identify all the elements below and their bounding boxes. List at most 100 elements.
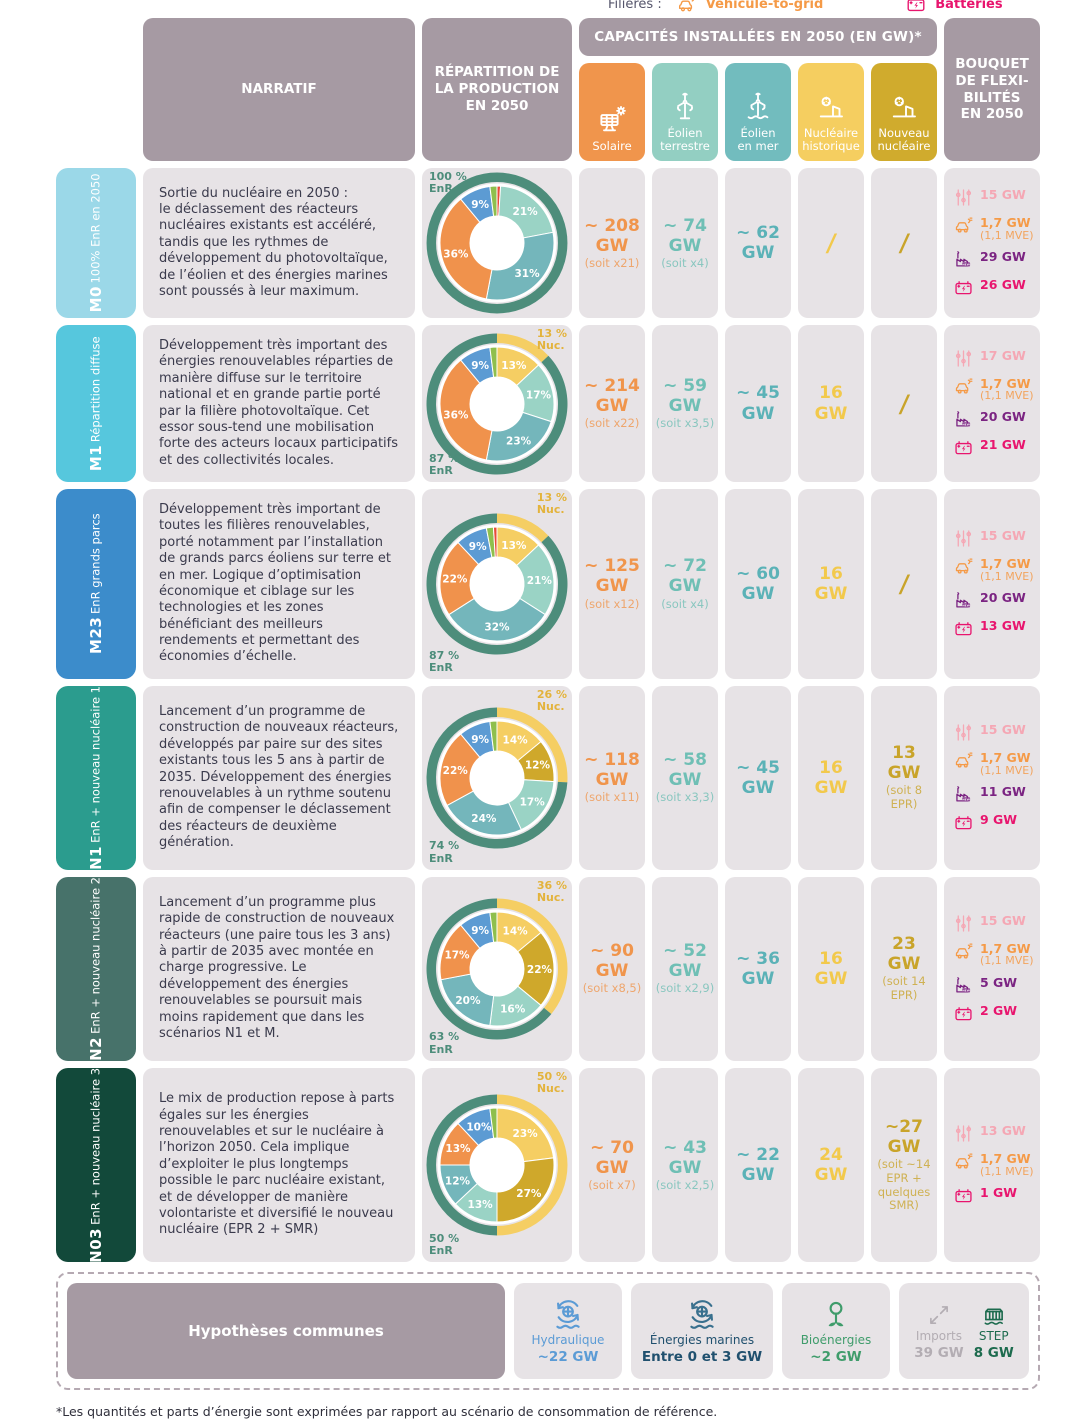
- capacity-note: (soit x22): [584, 416, 640, 431]
- svg-text:NEW: NEW: [962, 988, 970, 992]
- capacity-eolien-terrestre: ~ 72 GW (soit x4): [652, 489, 718, 679]
- battery-icon: [953, 812, 974, 833]
- header-capacites: CAPACITÉS INSTALLÉES EN 2050 (EN GW)*: [579, 18, 937, 56]
- flexibility-item: 1,7 GW (1,1 MVE): [953, 216, 1034, 242]
- production-donut-chart: 13% 21% 32% 22% 9%: [426, 513, 568, 655]
- svg-text:22%: 22%: [527, 963, 553, 975]
- nuclear-share-label: 13 % Nuc.: [536, 327, 567, 353]
- flexibility-bouquet: 15 GW 1,7 GW (1,1 MVE) NEW 20 GW 13 GW: [944, 489, 1040, 679]
- narrative-text: Lancement d’un programme plus rapide de …: [143, 876, 415, 1061]
- nuclear-plant-icon: [889, 92, 919, 122]
- svg-text:NEW: NEW: [962, 797, 970, 801]
- flexibility-note: (1,1 MVE): [980, 569, 1034, 583]
- capacity-nouveau-nucleaire: /: [871, 489, 937, 679]
- legend-v2g-label: Véhicule-to-grid: [705, 0, 824, 12]
- flexibility-value: 11 GW: [980, 783, 1026, 799]
- factory-new-icon: NEW: [953, 590, 974, 611]
- v2g-car-icon: [953, 750, 974, 771]
- hydraulique-label: Hydraulique: [531, 1332, 605, 1347]
- hypotheses-communes-section: Hypothèses communes Hydraulique ~22 GW É…: [56, 1272, 1040, 1391]
- flexibility-note: (1,1 MVE): [980, 763, 1034, 777]
- capacity-eolien-mer: ~ 45 GW: [725, 685, 791, 870]
- offshore-wind-icon: [743, 92, 773, 122]
- flexibility-value: 29 GW: [980, 248, 1026, 264]
- flexibility-item: 15 GW: [953, 188, 1034, 208]
- column-label: Éolien terrestre: [660, 125, 710, 153]
- capacity-nucleaire-historique: 16 GW: [798, 325, 864, 482]
- svg-text:32%: 32%: [484, 621, 510, 633]
- hypothese-imports: Imports 39 GW: [914, 1302, 964, 1361]
- svg-text:NEW: NEW: [962, 423, 970, 427]
- scenario-code: N03: [87, 1227, 105, 1263]
- sliders-icon: [953, 1123, 974, 1144]
- capacity-eolien-mer: ~ 60 GW: [725, 489, 791, 679]
- svg-text:23%: 23%: [513, 1128, 539, 1140]
- flexibility-value: 1 GW: [980, 1184, 1018, 1200]
- enr-share-label: 74 % EnR: [429, 839, 460, 865]
- capacity-eolien-mer: ~ 62 GW: [725, 168, 791, 318]
- column-header-nouveau-nucleaire: Nouveau nucléaire: [871, 63, 937, 161]
- flexibility-item: 1,7 GW (1,1 MVE): [953, 1152, 1034, 1178]
- flexibility-value: 20 GW: [980, 409, 1026, 425]
- capacity-value: 16 GW: [814, 383, 848, 424]
- flexibility-item: 15 GW: [953, 723, 1034, 743]
- capacity-nouveau-nucleaire: /: [871, 168, 937, 318]
- svg-text:13%: 13%: [468, 1199, 494, 1211]
- column-label: Éolien en mer: [737, 125, 779, 153]
- flexibility-bouquet: 17 GW 1,7 GW (1,1 MVE) NEW 20 GW 21 GW: [944, 325, 1040, 482]
- bioenergies-label: Bioénergies: [800, 1332, 872, 1347]
- capacity-value: ~ 43 GW: [663, 1137, 707, 1178]
- factory-new-icon: NEW: [953, 975, 974, 996]
- capacity-nucleaire-historique: 24 GW: [798, 1067, 864, 1263]
- marines-value: Entre 0 et 3 GW: [641, 1349, 763, 1366]
- sliders-icon: [953, 187, 974, 208]
- capacity-note: (soit 14 EPR): [882, 974, 926, 1003]
- capacity-note: (soit x2,9): [655, 981, 715, 996]
- wind-turbine-icon: [670, 92, 700, 122]
- enr-share-label: 87 % EnR: [429, 648, 460, 674]
- capacity-nouveau-nucleaire: 13 GW (soit 8 EPR): [871, 685, 937, 870]
- column-label: Nouveau nucléaire: [877, 125, 931, 153]
- flexibility-item: 1,7 GW (1,1 MVE): [953, 557, 1034, 583]
- scenario-subtitle: EnR + nouveau nucléaire 1: [88, 685, 103, 843]
- battery-icon: [953, 1003, 974, 1024]
- svg-text:22%: 22%: [443, 765, 469, 777]
- flexibility-note: (1,1 MVE): [980, 954, 1034, 968]
- column-header-eolien-mer: Éolien en mer: [725, 63, 791, 161]
- capacity-solaire: ~ 125 GW (soit x12): [579, 489, 645, 679]
- narrative-text: Lancement d’un programme de construction…: [143, 685, 415, 870]
- hypothese-energies-marines: Énergies marines Entre 0 et 3 GW: [631, 1283, 773, 1380]
- flexibility-value: 15 GW: [980, 912, 1026, 928]
- flexibility-item: 1,7 GW (1,1 MVE): [953, 941, 1034, 968]
- capacity-note: (soit ~14 EPR + quelques SMR): [877, 1156, 931, 1213]
- svg-text:16%: 16%: [500, 1003, 526, 1015]
- capacity-value: 13 GW: [887, 743, 921, 784]
- capacity-note: (soit x11): [584, 790, 640, 805]
- capacity-value: ~ 36 GW: [736, 948, 780, 989]
- svg-text:NEW: NEW: [962, 262, 970, 266]
- flexibility-value: 15 GW: [980, 187, 1026, 203]
- factory-new-icon: NEW: [953, 249, 974, 270]
- marine-energy-icon: [685, 1298, 719, 1332]
- v2g-car-icon: [953, 215, 974, 236]
- scenario-subtitle: EnR + nouveau nucléaire 3: [88, 1067, 103, 1225]
- svg-text:9%: 9%: [469, 541, 487, 553]
- flexibility-value: 1,7 GW: [980, 215, 1031, 231]
- svg-text:23%: 23%: [506, 435, 532, 447]
- scenario-subtitle: 100% EnR en 2050: [88, 173, 103, 284]
- svg-text:31%: 31%: [514, 268, 540, 280]
- sliders-icon: [953, 913, 974, 934]
- production-donut: 21% 31% 36% 9% 100 % EnR: [422, 168, 572, 318]
- enr-share-label: 50 % EnR: [429, 1232, 460, 1258]
- flexibility-value: 5 GW: [980, 974, 1018, 990]
- svg-text:27%: 27%: [516, 1188, 542, 1200]
- legend-batteries-label: Batteries: [935, 0, 1003, 12]
- sliders-icon: [953, 722, 974, 743]
- svg-text:20%: 20%: [455, 994, 481, 1006]
- column-label: Solaire: [592, 138, 632, 153]
- capacity-nouveau-nucleaire: /: [871, 325, 937, 482]
- flexibility-value: 13 GW: [980, 617, 1026, 633]
- svg-text:12%: 12%: [445, 1175, 471, 1187]
- battery-icon: [953, 1185, 974, 1206]
- flexibility-bouquet: 13 GW 1,7 GW (1,1 MVE) 1 GW: [944, 1067, 1040, 1263]
